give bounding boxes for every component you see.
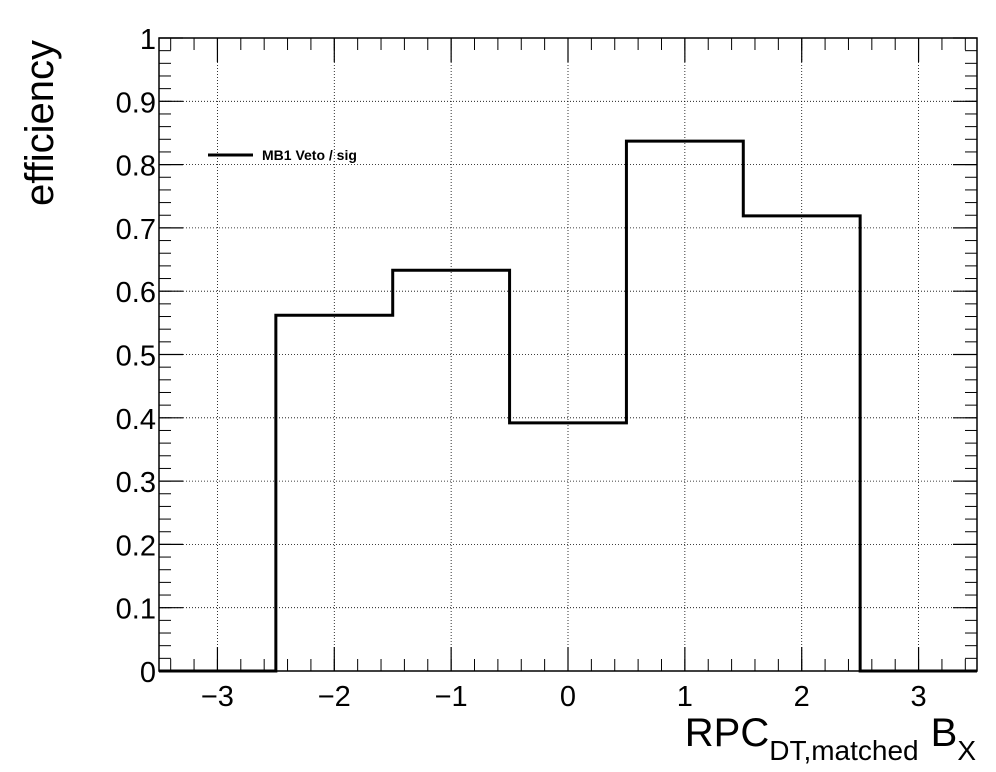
x-axis-title-subscript: DT,matched xyxy=(769,735,918,766)
y-tick-labels: 0 0.1 0.2 0.3 0.4 0.5 0.6 0.7 0.8 0.9 1 xyxy=(116,24,156,689)
major-ticks xyxy=(159,37,977,672)
y-tick-label: 0.6 xyxy=(116,277,156,309)
y-tick-label: 0.5 xyxy=(116,341,156,373)
y-tick-label: 0.1 xyxy=(116,594,156,626)
x-axis-title-main: RPC xyxy=(685,711,769,755)
legend-label-mb1-veto: MB1 Veto / sig xyxy=(262,147,357,163)
y-tick-label: 0.4 xyxy=(116,404,156,436)
y-tick-label: 0.2 xyxy=(116,530,156,562)
x-axis-title: RPCDT,matched BX xyxy=(685,711,977,766)
y-tick-label: 0.9 xyxy=(116,87,156,119)
x-tick-label: −3 xyxy=(201,681,234,713)
y-tick-label: 0.3 xyxy=(116,467,156,499)
plot-frame xyxy=(158,37,978,672)
x-tick-label: 3 xyxy=(911,681,927,713)
y-tick-label: 1 xyxy=(140,24,156,56)
x-tick-label: −1 xyxy=(435,681,468,713)
x-tick-label: −2 xyxy=(318,681,351,713)
x-axis-title-suffix: B xyxy=(931,711,958,755)
x-tick-label: 2 xyxy=(794,681,810,713)
x-tick-label: 1 xyxy=(677,681,693,713)
y-tick-label: 0.8 xyxy=(116,151,156,183)
y-tick-label: 0 xyxy=(140,657,156,689)
y-tick-label: 0.7 xyxy=(116,214,156,246)
y-axis-title: efficiency xyxy=(18,40,62,206)
series-line-mb1-veto xyxy=(159,139,977,673)
grid-lines xyxy=(159,38,977,671)
x-axis-title-suffix-subscript: X xyxy=(957,735,976,766)
x-tick-label: 0 xyxy=(560,681,576,713)
series-group xyxy=(159,139,977,673)
legend: MB1 Veto / sig xyxy=(208,147,357,163)
x-tick-labels: −3 −2 −1 0 1 2 3 xyxy=(201,681,927,713)
